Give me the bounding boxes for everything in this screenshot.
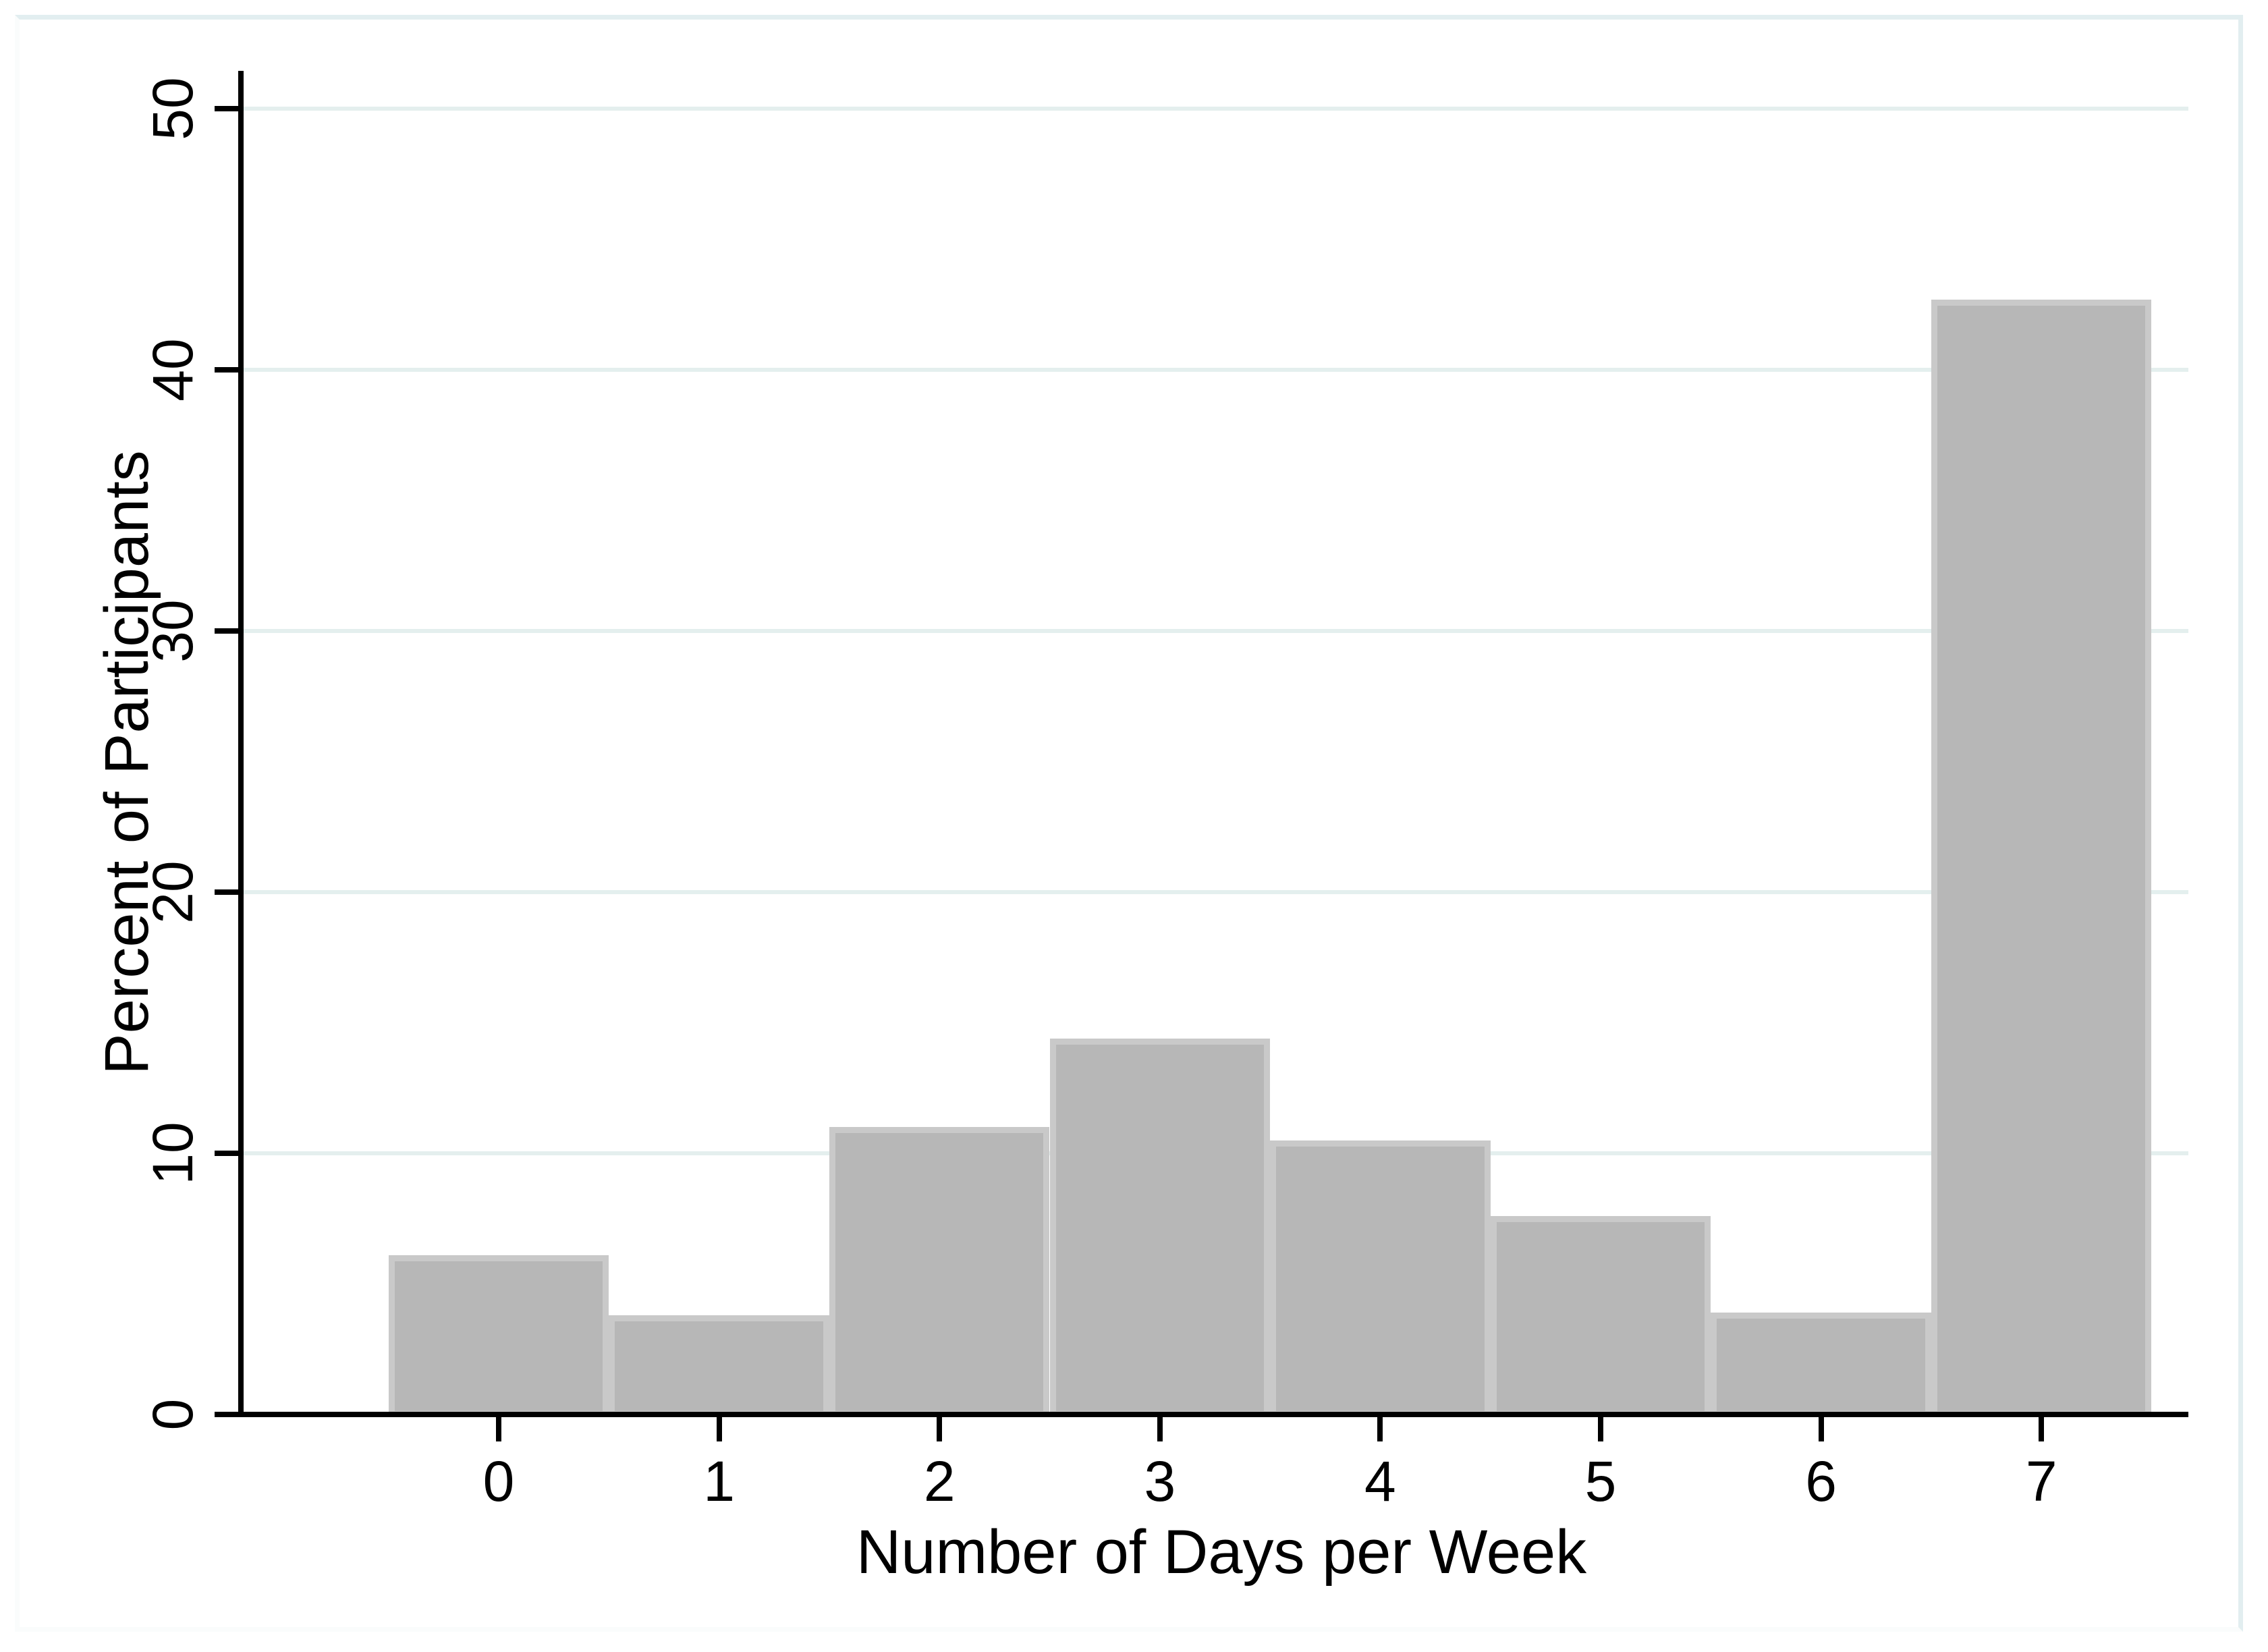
x-tick-label-4: 4: [1364, 1450, 1396, 1513]
x-tick-6: [1818, 1417, 1824, 1441]
x-tick-label-2: 2: [923, 1450, 956, 1513]
x-tick-0: [496, 1417, 501, 1441]
x-tick-label-5: 5: [1584, 1450, 1617, 1513]
y-tick-50: [215, 106, 238, 111]
gridline-y50: [244, 107, 2188, 111]
bar-0: [388, 1255, 609, 1417]
bar-6: [1711, 1313, 1931, 1417]
y-tick-40: [215, 367, 238, 373]
plot-region-border: [15, 15, 2243, 1632]
y-tick-label-50: 50: [141, 77, 204, 140]
y-tick-20: [215, 889, 238, 895]
bar-2: [829, 1127, 1050, 1417]
y-axis-line: [238, 71, 244, 1417]
x-tick-5: [1598, 1417, 1603, 1441]
x-tick-label-7: 7: [2025, 1450, 2057, 1513]
y-tick-0: [215, 1412, 238, 1417]
gridline-y20: [244, 890, 2188, 894]
x-tick-label-0: 0: [482, 1450, 515, 1513]
x-tick-label-3: 3: [1144, 1450, 1176, 1513]
bar-3: [1049, 1038, 1271, 1417]
y-tick-label-0: 0: [141, 1398, 204, 1431]
bar-4: [1270, 1140, 1491, 1417]
y-tick-label-40: 40: [141, 338, 204, 402]
y-tick-10: [215, 1151, 238, 1156]
bar-1: [609, 1315, 829, 1417]
bar-5: [1490, 1215, 1711, 1417]
y-axis-title: Percent of Participants: [92, 450, 161, 1075]
y-tick-30: [215, 628, 238, 634]
x-tick-3: [1157, 1417, 1163, 1441]
x-axis-line: [238, 1412, 2188, 1417]
x-tick-2: [937, 1417, 943, 1441]
gridline-y40: [244, 368, 2188, 372]
gridline-y30: [244, 629, 2188, 633]
bar-7: [1931, 299, 2152, 1417]
x-tick-label-1: 1: [703, 1450, 735, 1513]
y-tick-label-10: 10: [141, 1122, 204, 1185]
x-tick-7: [2039, 1417, 2045, 1441]
x-tick-label-6: 6: [1805, 1450, 1837, 1513]
x-tick-4: [1377, 1417, 1383, 1441]
x-axis-title: Number of Days per Week: [856, 1518, 1587, 1587]
x-tick-1: [716, 1417, 722, 1441]
